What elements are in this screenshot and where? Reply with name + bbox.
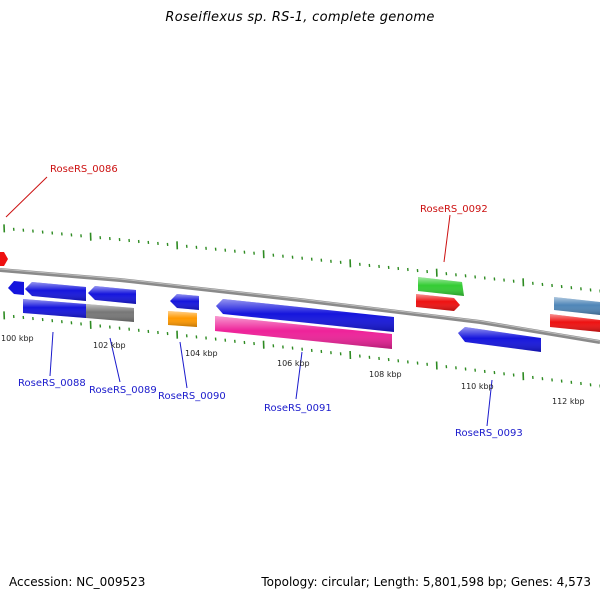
scale-labels: 100 kbp 102 kbp 104 kbp 106 kbp 108 kbp …	[1, 334, 585, 406]
gene-label-rosers-0086[interactable]: RoseRS_0086	[50, 164, 118, 175]
connector-0090	[179, 341, 188, 389]
map-title: Roseiflexus sp. RS-1, complete genome	[165, 10, 435, 25]
gene-label-rosers-0091[interactable]: RoseRS_0091	[264, 403, 332, 414]
gene-label-rosers-0090[interactable]: RoseRS_0090	[158, 391, 226, 402]
connector-0089	[109, 337, 121, 383]
connector-0093	[486, 379, 493, 427]
topology-summary: Topology: circular; Length: 5,801,598 bp…	[261, 575, 591, 589]
gene-labels: RoseRS_0086 RoseRS_0088 RoseRS_0089 Rose…	[18, 164, 523, 439]
genome-backbone	[0, 268, 600, 344]
scale-label: 100 kbp	[1, 334, 34, 343]
gene-rosers-0086[interactable]	[0, 252, 8, 266]
gene-label-rosers-0088[interactable]: RoseRS_0088	[18, 378, 86, 389]
gene-small-blue[interactable]	[8, 281, 24, 295]
scale-label: 104 kbp	[185, 349, 218, 358]
connector-0092	[443, 214, 451, 263]
scale-label: 108 kbp	[369, 370, 402, 379]
scale-label: 110 kbp	[461, 382, 494, 391]
genome-backbone-highlight	[0, 268, 600, 342]
tick-row-upper	[3, 224, 600, 293]
label-connectors	[5, 176, 493, 427]
tick-row-lower	[3, 311, 600, 388]
connector-0086	[5, 176, 48, 218]
accession-text: Accession: NC_009523	[9, 575, 146, 589]
gene-label-rosers-0093[interactable]: RoseRS_0093	[455, 428, 523, 439]
gene-label-rosers-0089[interactable]: RoseRS_0089	[89, 385, 157, 396]
scale-label: 102 kbp	[93, 341, 126, 350]
scale-label: 106 kbp	[277, 359, 310, 368]
connector-0088	[49, 331, 54, 377]
gene-label-rosers-0092[interactable]: RoseRS_0092	[420, 204, 488, 215]
connector-0091	[295, 351, 303, 400]
gene-shading	[23, 277, 600, 352]
scale-label: 112 kbp	[552, 397, 585, 406]
